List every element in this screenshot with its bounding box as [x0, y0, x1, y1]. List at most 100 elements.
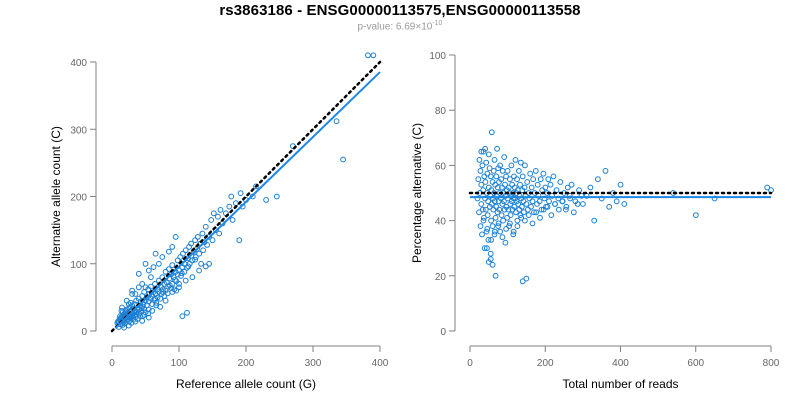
data-point [519, 203, 525, 210]
data-point [501, 154, 508, 161]
data-point [192, 254, 199, 260]
data-point [182, 247, 189, 254]
data-point [185, 263, 192, 270]
data-point [169, 262, 176, 269]
chart-title: rs3863186 - ENSG00000113575,ENSG00000113… [219, 2, 581, 19]
data-point [557, 179, 564, 185]
data-point [538, 206, 545, 213]
data-point [273, 193, 280, 200]
data-point [498, 176, 505, 183]
data-point [477, 168, 484, 174]
data-point [497, 228, 504, 235]
data-point [613, 198, 620, 205]
data-point [598, 195, 605, 202]
data-point [142, 260, 149, 267]
data-point [481, 245, 488, 252]
data-point [489, 261, 496, 268]
data-point [484, 212, 491, 219]
data-point [478, 181, 485, 188]
data-point [139, 281, 146, 287]
data-point [129, 287, 136, 294]
data-point [500, 217, 507, 224]
data-point [541, 195, 548, 202]
data-point [148, 295, 154, 302]
data-point [202, 263, 209, 270]
right-x-tick-label: 800 [763, 358, 780, 369]
data-point [764, 184, 771, 191]
data-point [145, 310, 152, 317]
data-point [491, 231, 498, 238]
data-point [509, 181, 515, 188]
data-point [587, 184, 594, 191]
data-point [498, 212, 505, 219]
left-y-tick-label: 400 [70, 58, 87, 69]
data-point [118, 307, 125, 314]
data-point [194, 234, 201, 240]
left-x-tick-label: 300 [305, 358, 322, 369]
data-point [483, 159, 490, 166]
data-point [488, 217, 495, 224]
data-point [476, 157, 483, 163]
data-point [512, 195, 518, 202]
data-point [200, 247, 207, 254]
data-point [263, 197, 270, 203]
left-y-tick-label: 300 [70, 125, 87, 136]
data-point [528, 184, 535, 191]
data-point [580, 201, 586, 207]
data-point [370, 52, 377, 59]
chart-header: rs3863186 - ENSG00000113575,ENSG00000113… [0, 2, 800, 32]
data-point [486, 165, 493, 172]
data-point [480, 148, 487, 155]
right-x-tick-label: 600 [687, 358, 704, 369]
data-point [514, 176, 520, 183]
data-point [567, 195, 573, 202]
data-point [528, 203, 534, 210]
left-y-tick-label: 100 [70, 260, 87, 271]
data-point [480, 217, 487, 224]
data-point [166, 282, 173, 289]
data-point [550, 173, 557, 180]
data-point [340, 156, 347, 163]
data-point [131, 312, 138, 318]
data-point [511, 173, 517, 180]
left-y-tick-label: 200 [70, 193, 87, 204]
data-point [487, 173, 494, 180]
data-point [563, 206, 569, 213]
right-y-tick-label: 60 [435, 161, 447, 172]
data-point [477, 223, 484, 230]
left-x-tick-label: 400 [372, 358, 389, 369]
data-point [145, 314, 152, 321]
data-point [488, 129, 495, 136]
data-point [199, 230, 206, 237]
data-point [559, 198, 566, 205]
left-fit-line [114, 71, 381, 330]
data-point [524, 179, 531, 185]
data-point [521, 184, 528, 191]
data-point [172, 234, 179, 240]
data-point [182, 277, 189, 284]
left-x-axis-label: Reference allele count (G) [176, 377, 316, 391]
data-point [540, 170, 547, 177]
data-point [503, 226, 510, 232]
data-point [216, 230, 223, 237]
data-point [229, 217, 236, 223]
data-point [188, 240, 195, 247]
data-point [488, 237, 495, 243]
data-point [511, 184, 518, 191]
data-point [499, 168, 506, 174]
data-point [138, 305, 145, 312]
data-point [482, 145, 489, 152]
data-point [184, 309, 190, 316]
pvalue-exponent: -10 [432, 20, 443, 27]
data-point [525, 206, 531, 213]
data-point [152, 250, 159, 257]
data-point [523, 201, 530, 207]
data-point [204, 242, 211, 248]
data-point [491, 157, 498, 163]
data-point [160, 286, 166, 293]
data-point [570, 209, 577, 216]
data-point [510, 190, 516, 196]
data-point [548, 212, 555, 219]
data-point [507, 176, 513, 183]
data-point [546, 198, 552, 205]
